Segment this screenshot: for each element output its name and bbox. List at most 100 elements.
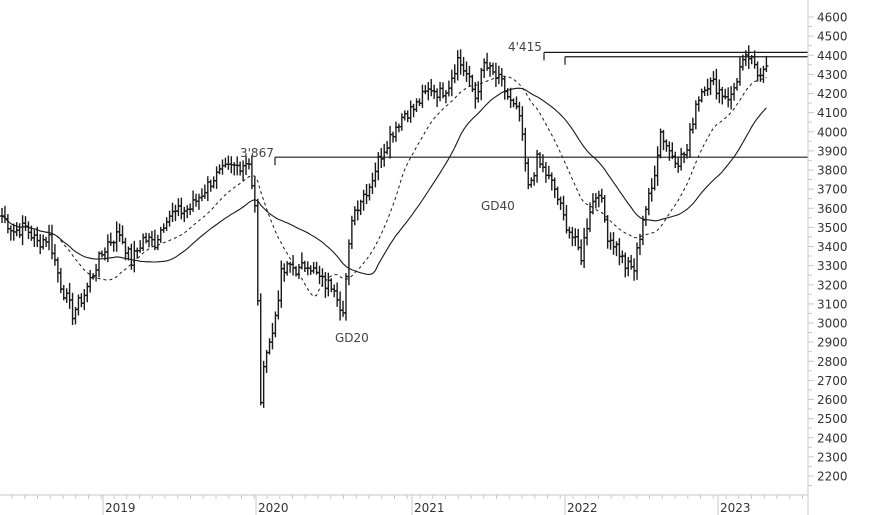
- resistance-lines: [274, 51, 808, 166]
- ohlc-bar: [132, 240, 137, 273]
- ohlc-bar: [705, 78, 710, 96]
- ohlc-bar: [276, 290, 281, 320]
- ohlc-bar: [649, 178, 654, 202]
- ohlc-bar: [420, 84, 425, 109]
- ohlc-bar: [173, 204, 178, 222]
- ohlc-bar: [402, 110, 407, 121]
- ohlc-bar: [699, 88, 704, 103]
- x-tick-label: 2020: [258, 501, 289, 515]
- ohlc-bar: [114, 221, 119, 252]
- ohlc-bar: [170, 202, 175, 222]
- ohlc-bar: [367, 183, 372, 201]
- ohlc-bar: [411, 103, 416, 118]
- ohlc-bar: [214, 166, 219, 189]
- ohlc-bar: [673, 151, 678, 168]
- x-tick-label: 2022: [567, 501, 598, 515]
- ohlc-bar: [393, 121, 398, 142]
- ohlc-bar: [155, 234, 160, 251]
- y-tick-label: 4200: [817, 87, 848, 101]
- ohlc-bar: [399, 113, 404, 131]
- ohlc-bar: [94, 263, 99, 282]
- ohlc-bar: [520, 106, 525, 141]
- annotations: 3'867 4'415 GD20 GD40: [240, 40, 542, 345]
- y-tick-label: 3500: [817, 221, 848, 235]
- ohlc-bar: [23, 216, 28, 231]
- ohlc-bar: [364, 183, 369, 205]
- ohlc-bar: [270, 322, 275, 350]
- ohlc-bar: [561, 195, 566, 221]
- ohlc-bar: [52, 244, 57, 266]
- ohlc-bar: [593, 193, 598, 209]
- y-tick-label: 4600: [817, 11, 848, 25]
- ohlc-bar: [729, 86, 734, 110]
- ohlc-bar: [335, 282, 340, 307]
- ohlc-bar: [608, 232, 613, 250]
- ohlc-bar: [196, 193, 201, 210]
- ohlc-bar: [317, 265, 322, 285]
- ohlc-bar: [493, 62, 498, 87]
- ohlc-bar: [737, 57, 742, 86]
- ohlc-bar: [529, 177, 534, 188]
- ohlc-bar: [117, 223, 122, 242]
- ohlc-bar: [123, 237, 128, 261]
- ohlc-bar: [605, 215, 610, 249]
- ohlc-bar: [499, 67, 504, 87]
- ohlc-bar: [429, 78, 434, 97]
- ohlc-bar: [708, 77, 713, 95]
- ohlc-bar: [714, 68, 719, 100]
- ohlc-bar: [205, 176, 210, 202]
- ohlc-bar: [67, 282, 72, 309]
- ohlc-bar: [611, 232, 616, 255]
- ohlc-bar: [690, 117, 695, 134]
- ohlc-bar: [482, 58, 487, 78]
- ohlc-bar: [652, 165, 657, 191]
- ohlc-bar: [414, 98, 419, 112]
- y-tick-label: 3600: [817, 202, 848, 216]
- ohlc-bar: [258, 293, 263, 406]
- ohlc-bar: [343, 273, 348, 321]
- ohlc-bar: [144, 232, 149, 244]
- ohlc-bar: [555, 186, 560, 205]
- ohlc-bar: [370, 172, 375, 194]
- ohlc-bar: [405, 110, 410, 123]
- ohlc-bar: [202, 184, 207, 199]
- ohlc-bar: [149, 230, 154, 247]
- ohlc-bar: [38, 234, 43, 255]
- y-tick-label: 4100: [817, 106, 848, 120]
- ohlc-bar: [417, 98, 422, 107]
- ohlc-bar: [341, 300, 346, 317]
- ohlc-bar: [552, 177, 557, 199]
- ohlc-bar: [185, 205, 190, 219]
- ohlc-bar: [502, 76, 507, 100]
- y-tick-label: 3400: [817, 240, 848, 254]
- ohlc-bar: [461, 56, 466, 77]
- ohlc-bar: [194, 193, 199, 207]
- ohlc-bar: [267, 338, 272, 355]
- ohlc-bar: [279, 260, 284, 308]
- ohlc-bar: [223, 157, 228, 168]
- y-tick-label: 3100: [817, 297, 848, 311]
- ohlc-bar: [599, 188, 604, 203]
- ohlc-bar: [338, 291, 343, 321]
- ohlc-bar: [426, 81, 431, 101]
- ohlc-bar: [458, 49, 463, 75]
- ohlc-bar: [473, 81, 478, 109]
- ohlc-bar: [141, 233, 146, 252]
- ohlc-bar: [679, 147, 684, 171]
- ohlc-bar: [761, 65, 766, 83]
- ohlc-bar: [723, 88, 728, 100]
- x-tick-label: 2019: [105, 501, 136, 515]
- ohlc-bar: [623, 252, 628, 278]
- y-tick-label: 3200: [817, 278, 848, 292]
- ohlc-bar: [617, 238, 622, 266]
- ohlc-bar: [14, 222, 19, 237]
- ohlc-bar: [55, 257, 60, 283]
- ohlc-bar: [511, 98, 516, 108]
- ohlc-bar: [732, 82, 737, 101]
- ohlc-bar: [488, 62, 493, 77]
- ohlc-bar: [220, 159, 225, 175]
- ohlc-bar: [32, 229, 37, 247]
- ohlc-bar: [655, 146, 660, 186]
- ohlc-bar: [449, 69, 454, 97]
- ohlc-bar: [720, 86, 725, 105]
